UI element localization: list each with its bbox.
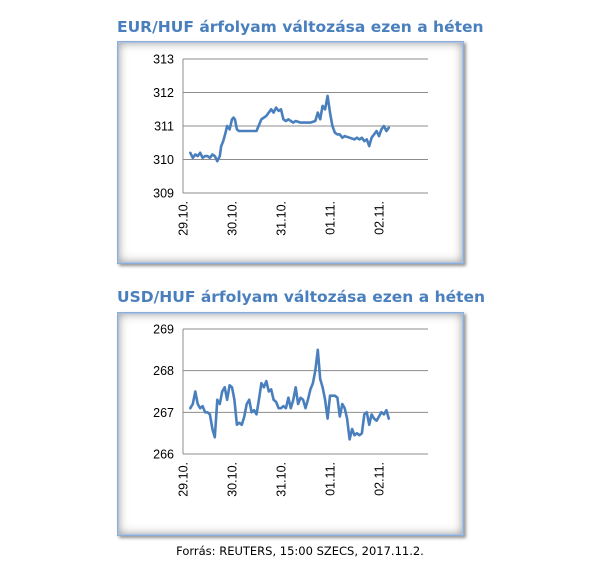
x-tick-label: 29.10. xyxy=(177,201,191,236)
x-tick-label: 29.10. xyxy=(177,462,191,497)
chart-title-usd-huf: USD/HUF árfolyam változása ezen a héten xyxy=(117,288,486,306)
y-tick-label: 267 xyxy=(153,406,174,420)
x-tick-label: 01.11. xyxy=(324,462,338,496)
x-tick-label: 02.11. xyxy=(373,462,387,496)
series-line xyxy=(189,94,391,163)
y-tick-label: 266 xyxy=(153,448,174,462)
y-tick-label: 311 xyxy=(154,120,174,134)
y-tick-label: 313 xyxy=(153,53,174,67)
chart-frame-eur-huf xyxy=(117,41,464,264)
x-tick-label: 02.11. xyxy=(373,201,387,235)
series-line xyxy=(189,348,391,441)
chart-frame-usd-huf xyxy=(117,312,464,536)
y-tick-label: 309 xyxy=(153,187,174,201)
chart-title-eur-huf: EUR/HUF árfolyam változása ezen a héten xyxy=(117,18,484,36)
source-footer: Forrás: REUTERS, 15:00 SZECS, 2017.11.2. xyxy=(176,544,424,558)
x-tick-label: 01.11. xyxy=(324,201,338,235)
y-tick-label: 310 xyxy=(153,153,174,167)
x-tick-label: 31.10. xyxy=(275,462,289,497)
y-tick-label: 268 xyxy=(153,364,174,378)
x-tick-label: 31.10. xyxy=(275,201,289,236)
y-tick-label: 312 xyxy=(153,86,174,100)
x-tick-label: 30.10. xyxy=(226,462,240,497)
y-tick-label: 269 xyxy=(153,323,174,337)
x-tick-label: 30.10. xyxy=(226,201,240,236)
